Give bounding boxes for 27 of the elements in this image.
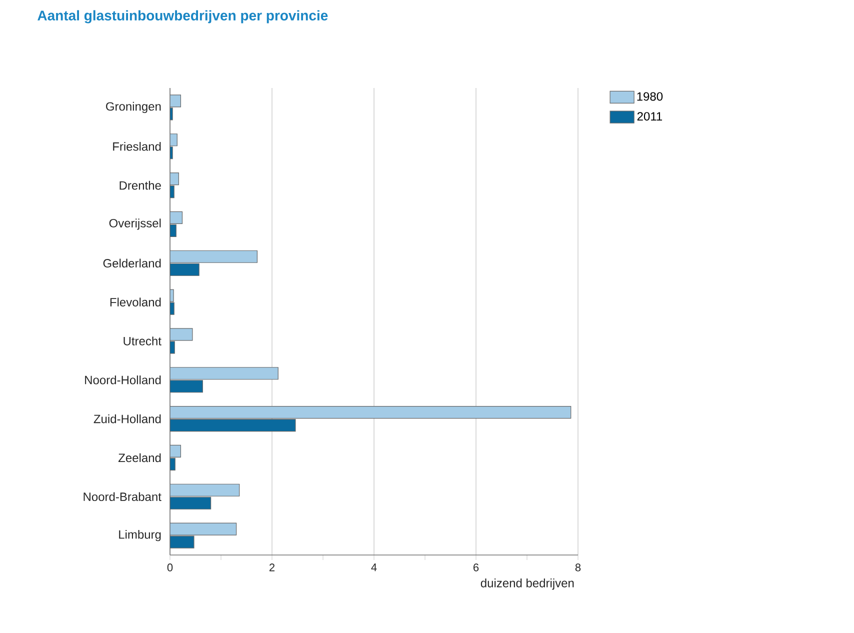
x-tick-label: 2 <box>269 564 275 572</box>
bar <box>170 484 240 496</box>
y-tick-label: Friesland <box>113 142 161 151</box>
y-tick-label: Limburg <box>119 530 161 542</box>
bar <box>170 250 258 263</box>
y-tick-label: Zuid-Holland <box>94 414 161 424</box>
y-tick-label: Flevoland <box>110 298 161 306</box>
x-tick-label: 6 <box>474 564 479 572</box>
chart-title: Aantal glastuinbouwbedrijven per provincie <box>38 10 328 24</box>
legend-label: 1980 <box>637 92 663 101</box>
y-tick-label: Drenthe <box>120 180 161 190</box>
bar <box>170 406 572 419</box>
y-tick-label: Noord-Holland <box>85 375 161 384</box>
y-tick-label: Noord-Brabant <box>84 492 162 502</box>
x-tick-label: 8 <box>575 564 581 572</box>
bar <box>170 367 278 380</box>
x-tick-label: 4 <box>371 564 377 572</box>
y-tick-label: Zeeland <box>118 453 161 462</box>
y-tick-label: Utrecht <box>124 336 162 346</box>
y-tick-label: Gelderland <box>103 258 161 268</box>
x-tick-label: 0 <box>167 564 173 572</box>
legend-label: 2011 <box>637 112 662 121</box>
x-axis-title: duizend bedrijven <box>480 578 574 590</box>
y-tick-label: Groningen <box>106 102 161 114</box>
bar <box>170 212 182 224</box>
y-tick-label: Overijssel <box>109 218 161 230</box>
bar <box>170 522 237 536</box>
